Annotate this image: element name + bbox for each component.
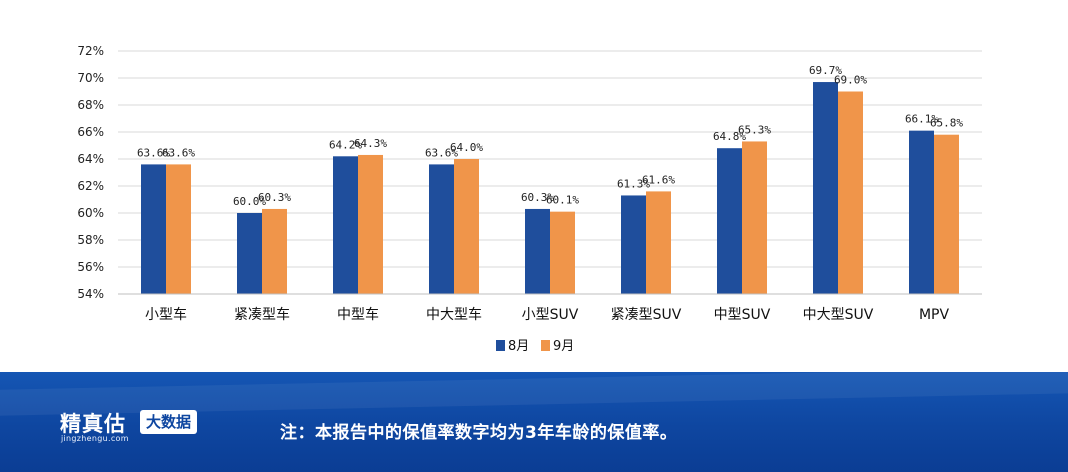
y-tick-label: 60% [77,206,104,220]
bar [621,195,646,294]
chart-area: 54% 56% 58% 60% 62% 64% 66% 68% 70% 72% 63.6% 63.6%… [77,44,982,354]
bar [262,208,287,294]
data-label: 60.1% [546,194,579,207]
x-tick-label: 中型SUV [714,307,771,323]
data-label: 69.0% [834,74,867,87]
data-label: 64.0% [450,141,483,154]
bar [141,164,166,294]
bar [550,211,575,294]
y-tick-label: 54% [77,287,104,301]
y-tick-label: 58% [77,233,104,247]
bar [813,82,838,294]
bar [454,159,479,294]
x-tick-label: 小型车 [145,306,187,323]
footnote-text: 注：本报告中的保值率数字均为3年车龄的保值率。 [280,423,678,443]
data-label: 64.8% [713,130,746,143]
bar [429,164,454,294]
y-tick-label: 66% [77,125,104,139]
data-label: 60.0% [233,195,266,208]
y-tick-label: 70% [77,71,104,85]
data-label: 66.1% [905,113,938,126]
data-label: 60.3% [258,191,291,204]
data-label: 65.3% [738,123,771,136]
x-tick-label: 中大型车 [426,306,482,323]
bar [525,208,550,294]
x-tick-label: 紧凑型SUV [611,306,682,323]
data-label: 63.6% [425,146,458,159]
y-tick-label: 56% [77,260,104,274]
y-tick-label: 64% [77,152,104,166]
bar [358,154,383,294]
data-label: 64.3% [354,137,387,150]
bar-chart: 54%56%58%60%62%64%66%68%70%72%63.6%63.6%… [77,44,982,354]
y-tick-label: 72% [77,44,104,58]
data-label: 63.6% [137,146,170,159]
bar [717,148,742,294]
data-label: 65.8% [930,117,963,130]
x-tick-label: 紧凑型车 [234,306,290,323]
data-label: 61.3% [617,177,650,190]
y-tick-label: 62% [77,179,104,193]
footer-banner: 精真估 jingzhengu.com 大数据 注：本报告中的保值率数字均为3年车… [0,372,1068,472]
data-label: 60.3% [521,191,554,204]
x-tick-label: 小型SUV [522,307,579,323]
x-tick-label: MPV [919,307,950,323]
bar [166,164,191,294]
legend-label: 8月 [508,339,529,354]
data-label: 61.6% [642,173,675,186]
x-tick-label: 中型车 [337,306,379,323]
bar [333,156,358,294]
x-tick-label: 中大型SUV [803,307,874,323]
brand-logo: 精真估 jingzhengu.com 大数据 [60,408,220,456]
brand-url: jingzhengu.com [61,434,129,443]
data-label: 69.7% [809,64,842,77]
data-label: 63.6% [162,146,195,159]
legend-label: 9月 [553,339,574,354]
bar [742,141,767,294]
brand-name: 精真估 [60,412,126,436]
bar [646,191,671,294]
data-label: 64.2% [329,138,362,151]
brand-badge: 大数据 [140,410,198,434]
legend-swatch [541,340,550,351]
bar [237,213,262,294]
bar [909,130,934,294]
bar [838,91,863,294]
y-tick-label: 68% [77,98,104,112]
legend-swatch [496,340,505,351]
bar [934,134,959,294]
